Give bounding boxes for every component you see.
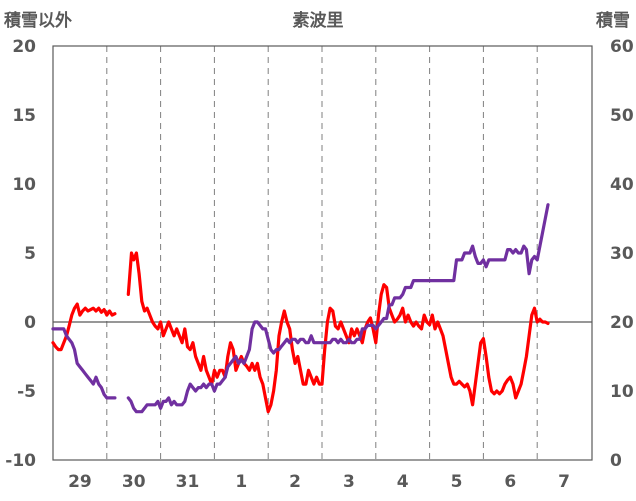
left-tick-label: 5 — [24, 244, 36, 264]
right-tick-label: 50 — [610, 106, 634, 126]
left-tick-label: 20 — [12, 37, 36, 57]
right-tick-label: 30 — [610, 244, 634, 264]
plot-frame — [52, 45, 593, 461]
right-tick-label: 10 — [610, 382, 634, 402]
x-tick-label: 4 — [397, 472, 409, 492]
left-tick-label: -10 — [5, 451, 36, 471]
left-tick-label: 15 — [12, 106, 36, 126]
right-axis-ticks: 0 10 20 30 40 50 60 — [610, 37, 634, 471]
series-1-line — [126, 251, 550, 414]
left-tick-label: 0 — [24, 313, 36, 333]
x-tick-label: 3 — [343, 472, 355, 492]
x-axis-ticks: 29 30 31 1 2 3 4 5 6 7 — [68, 472, 570, 492]
right-tick-label: 60 — [610, 37, 634, 57]
x-tick-label: 30 — [122, 472, 146, 492]
x-tick-label: 1 — [235, 472, 247, 492]
left-tick-label: 10 — [12, 175, 36, 195]
right-tick-label: 20 — [610, 313, 634, 333]
left-axis-ticks: -10 -5 0 5 10 15 20 — [5, 37, 36, 471]
left-tick-label: -5 — [17, 382, 36, 402]
right-tick-label: 40 — [610, 175, 634, 195]
x-tick-label: 29 — [68, 472, 92, 492]
series-lines — [51, 203, 550, 414]
right-tick-label: 0 — [610, 451, 622, 471]
x-tick-label: 2 — [289, 472, 301, 492]
x-tick-label: 31 — [176, 472, 200, 492]
x-tick-label: 5 — [451, 472, 463, 492]
series-2-line — [51, 327, 117, 400]
series-2-line — [126, 203, 550, 414]
chart-title: 素波里 — [292, 11, 344, 31]
right-axis-label: 積雪 — [596, 11, 630, 31]
x-tick-label: 7 — [558, 472, 570, 492]
left-axis-label: 積雪以外 — [4, 11, 72, 31]
series-1-line — [51, 302, 117, 352]
vertical-gridlines — [106, 46, 538, 460]
x-tick-label: 6 — [504, 472, 516, 492]
